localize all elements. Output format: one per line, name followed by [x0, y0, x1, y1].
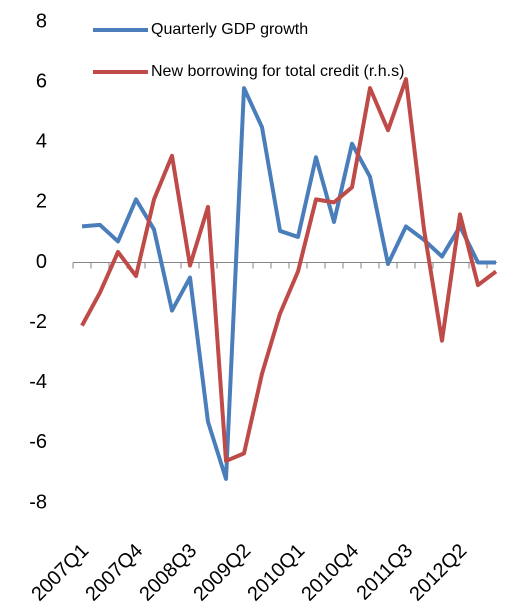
series-line: [80, 77, 498, 463]
x-tick-label: 2007Q4: [81, 540, 147, 606]
legend-label: New borrowing for total credit (r.h.s): [151, 63, 404, 80]
y-tick-label: 2: [36, 191, 47, 213]
y-tick-label: -4: [29, 371, 47, 393]
y-tick-label: 6: [36, 70, 47, 92]
y-tick-label: -6: [29, 431, 47, 453]
y-tick-label: 8: [36, 10, 47, 32]
y-tick-label: -2: [29, 311, 47, 333]
y-tick-label: -8: [29, 491, 47, 513]
x-tick-label: 2010Q1: [243, 540, 309, 606]
x-tick-label: 2009Q2: [189, 540, 255, 606]
x-tick-label: 2008Q3: [135, 540, 201, 606]
x-tick-label: 2012Q2: [405, 540, 471, 606]
y-tick-label: 0: [36, 251, 47, 273]
legend-label: Quarterly GDP growth: [151, 21, 308, 38]
x-tick-label: 2010Q4: [297, 540, 363, 606]
x-tick-label: 2011Q3: [352, 540, 417, 605]
y-tick-label: 4: [36, 131, 47, 153]
x-tick-label: 2007Q1: [27, 540, 93, 606]
